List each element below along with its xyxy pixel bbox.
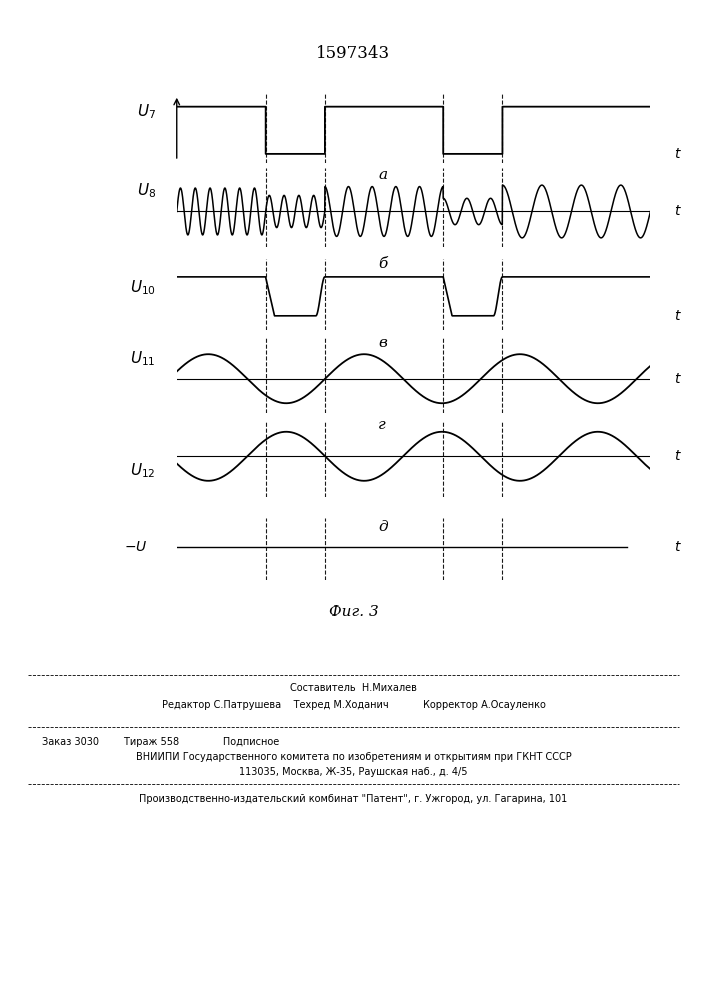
Text: 113035, Москва, Ж-35, Раушская наб., д. 4/5: 113035, Москва, Ж-35, Раушская наб., д. … [239, 767, 468, 777]
Text: ВНИИПИ Государственного комитета по изобретениям и открытиям при ГКНТ СССР: ВНИИПИ Государственного комитета по изоб… [136, 752, 571, 762]
Text: $t$: $t$ [674, 204, 682, 218]
Text: Составитель  Н.Михалев: Составитель Н.Михалев [290, 683, 417, 693]
Text: г: г [378, 418, 386, 432]
Text: $t$: $t$ [674, 540, 682, 554]
Text: б: б [378, 257, 387, 271]
Text: а: а [378, 168, 387, 182]
Text: д: д [378, 520, 387, 534]
Text: $U_{12}$: $U_{12}$ [130, 461, 156, 480]
Text: $-U$: $-U$ [124, 540, 147, 554]
Text: $U_{11}$: $U_{11}$ [130, 349, 156, 368]
Text: в: в [378, 336, 387, 350]
Text: $t$: $t$ [674, 449, 682, 463]
Text: Редактор С.Патрушева    Техред М.Ходанич           Корректор А.Осауленко: Редактор С.Патрушева Техред М.Ходанич Ко… [162, 700, 545, 710]
Text: $U_{10}$: $U_{10}$ [130, 278, 156, 297]
Text: $U_8$: $U_8$ [137, 182, 156, 200]
Text: $t$: $t$ [674, 309, 682, 323]
Text: $U_7$: $U_7$ [137, 102, 156, 121]
Text: Фиг. 3: Фиг. 3 [329, 605, 378, 619]
Text: Производственно-издательский комбинат "Патент", г. Ужгород, ул. Гагарина, 101: Производственно-издательский комбинат "П… [139, 794, 568, 804]
Text: $t$: $t$ [674, 147, 682, 161]
Text: 1597343: 1597343 [317, 45, 390, 62]
Text: Заказ 3030        Тираж 558              Подписное: Заказ 3030 Тираж 558 Подписное [42, 737, 280, 747]
Text: $t$: $t$ [674, 372, 682, 386]
